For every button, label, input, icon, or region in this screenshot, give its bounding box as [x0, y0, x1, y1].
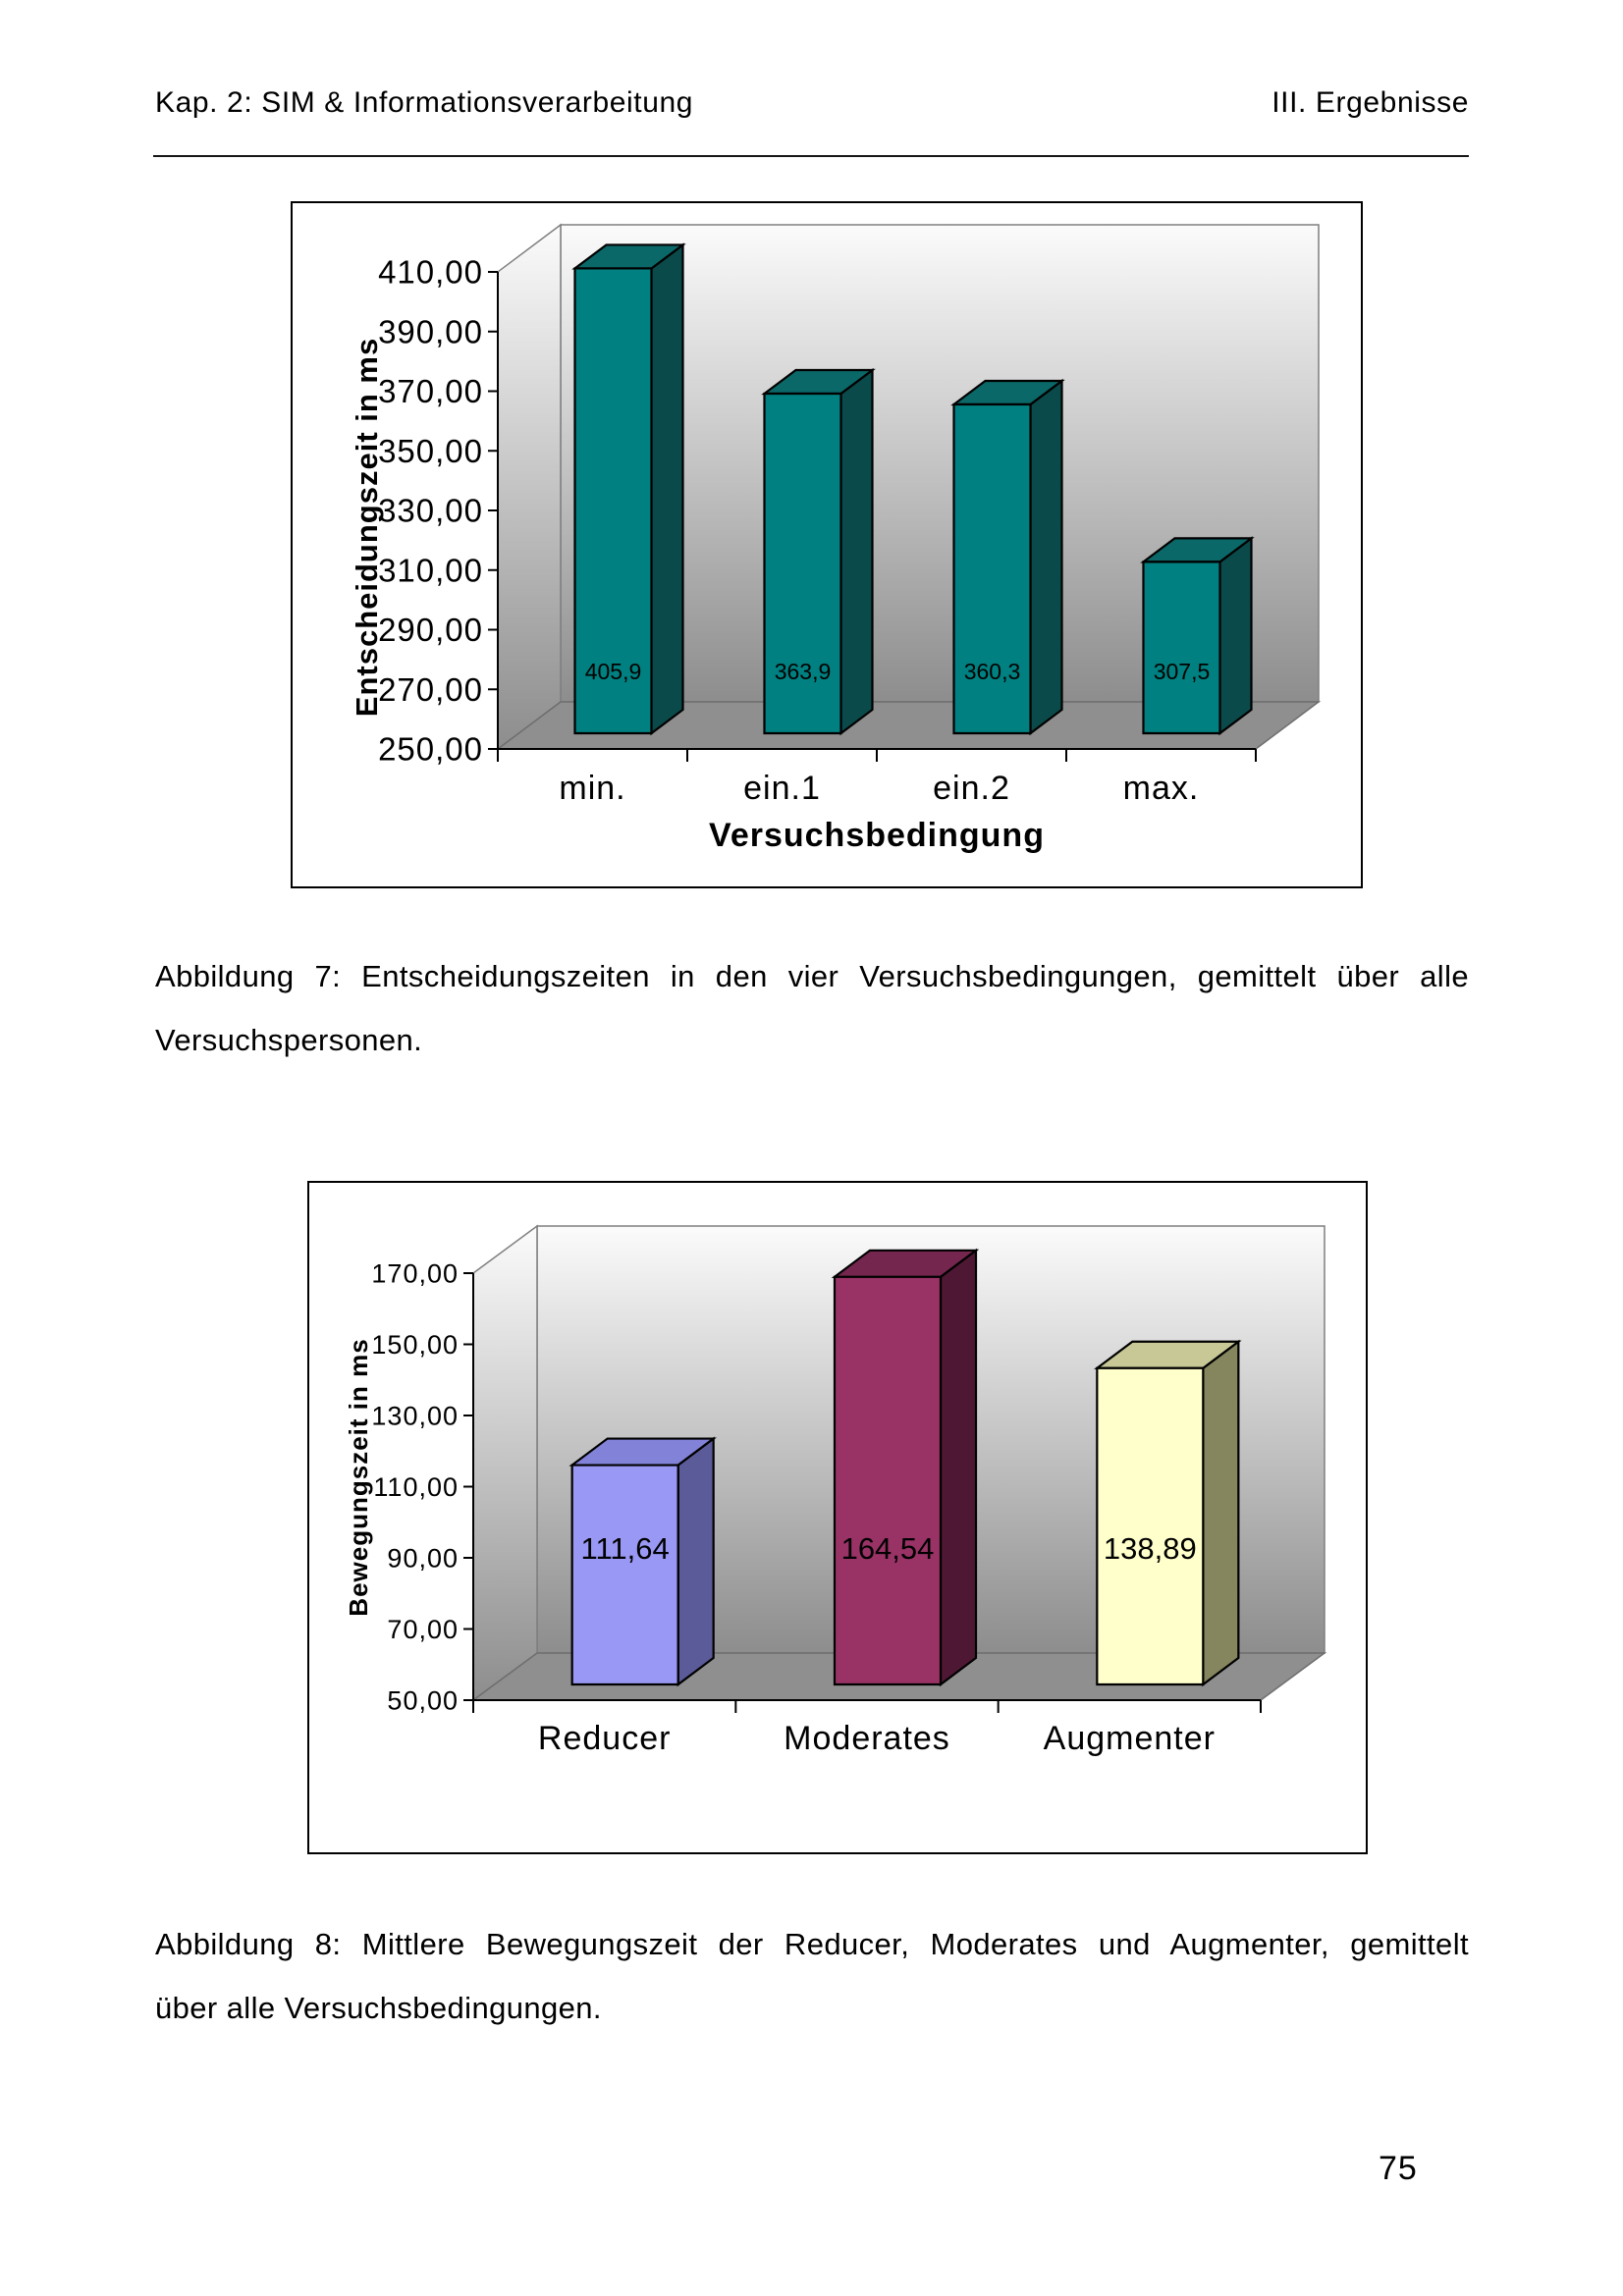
y-tick-label: 130,00: [371, 1401, 459, 1430]
bar-Moderates: 164,54: [831, 1248, 980, 1687]
y-tick-label: 290,00: [378, 612, 483, 648]
y-tick-label: 110,00: [373, 1472, 459, 1502]
bar-max: 307,5: [1140, 536, 1255, 736]
y-tick-label: 390,00: [378, 313, 483, 349]
y-tick-label: 270,00: [378, 671, 483, 708]
bar-min: 405,9: [571, 242, 686, 736]
plot-side-wall: [472, 1224, 538, 1702]
header-left: Kap. 2: SIM & Informationsverarbeitung: [155, 86, 694, 119]
plot-side-wall: [497, 223, 562, 751]
bar-side-face: [1218, 536, 1253, 736]
x-category-label: ein.1: [743, 770, 821, 807]
bar-side-face: [1029, 378, 1063, 736]
bar-front-face: [952, 402, 1032, 735]
bar-Augmenter: 138,89: [1094, 1339, 1242, 1687]
caption-line: Abbildung 7: Entscheidungszeiten in den …: [155, 959, 1469, 993]
bar-value-label: 363,9: [775, 659, 832, 684]
caption-line: Abbildung 8: Mittlere Bewegungszeit der …: [155, 1927, 1469, 1961]
bar-front-face: [763, 392, 842, 735]
x-axis-title: Versuchsbedingung: [709, 817, 1045, 854]
bar-front-face: [833, 1275, 943, 1686]
y-tick-label: 150,00: [371, 1330, 459, 1360]
x-category-label: Reducer: [538, 1720, 672, 1757]
x-category-label: Augmenter: [1044, 1720, 1216, 1757]
figure7-frame: 250,00 270,00 290,00 310,00 330,00 350,00 370,…: [291, 201, 1363, 888]
figure8-caption: Abbildung 8: Mittlere Bewegungszeit der …: [155, 1912, 1469, 2040]
bar-side-face: [1202, 1339, 1240, 1687]
bar-ein2: 360,3: [950, 378, 1065, 736]
bar-side-face: [676, 1436, 715, 1687]
y-tick-label: 50,00: [387, 1685, 459, 1715]
x-category-label: Moderates: [784, 1720, 950, 1757]
bar-value-label: 138,89: [1104, 1531, 1197, 1566]
y-tick-label: 350,00: [378, 433, 483, 469]
bar-value-label: 307,5: [1154, 659, 1211, 684]
figure7-caption: Abbildung 7: Entscheidungszeiten in den …: [155, 944, 1469, 1072]
bar-side-face: [939, 1248, 978, 1687]
y-tick-label: 170,00: [371, 1258, 459, 1288]
y-tick-label: 330,00: [378, 493, 483, 529]
bar-front-face: [1142, 561, 1221, 735]
page-number: 75: [1379, 2150, 1418, 2187]
bar-side-face: [839, 367, 874, 736]
figure7-chart: 250,00 270,00 290,00 310,00 330,00 350,00 370,…: [350, 223, 1322, 854]
bar-ein1: 363,9: [761, 367, 876, 736]
x-category-label: min.: [559, 770, 625, 807]
figure8-frame: 50,00 70,00 90,00 110,00 130,00 150,00 170,00 1…: [307, 1181, 1368, 1854]
header-right: III. Ergebnisse: [1271, 86, 1469, 119]
bar-front-face: [573, 267, 653, 735]
y-tick-label: 250,00: [378, 731, 483, 768]
bar-front-face: [570, 1464, 679, 1686]
y-tick-label: 310,00: [378, 552, 483, 588]
bar-value-label: 111,64: [581, 1531, 670, 1566]
bar-value-label: 405,9: [585, 659, 642, 684]
page-header: Kap. 2: SIM & Informationsverarbeitung I…: [155, 86, 1469, 120]
bar-value-label: 360,3: [964, 659, 1021, 684]
figure8-chart: 50,00 70,00 90,00 110,00 130,00 150,00 170,00 1…: [344, 1224, 1327, 1757]
header-rule: [153, 155, 1469, 157]
bar-side-face: [650, 242, 684, 736]
y-tick-label: 370,00: [378, 373, 483, 409]
y-axis-title: Bewegungszeit in ms: [344, 1338, 373, 1616]
y-axis-title: Entscheidungszeit in ms: [350, 338, 384, 717]
caption-line: Versuchspersonen.: [155, 1023, 423, 1057]
bar-Reducer: 111,64: [568, 1436, 717, 1687]
x-category-label: ein.2: [933, 770, 1010, 807]
x-category-label: max.: [1123, 770, 1200, 807]
caption-line: über alle Versuchsbedingungen.: [155, 1991, 602, 2025]
bar-front-face: [1096, 1366, 1205, 1686]
y-tick-label: 90,00: [387, 1543, 459, 1573]
bar-value-label: 164,54: [841, 1531, 935, 1566]
y-tick-label: 410,00: [378, 254, 483, 291]
y-tick-label: 70,00: [387, 1615, 459, 1644]
